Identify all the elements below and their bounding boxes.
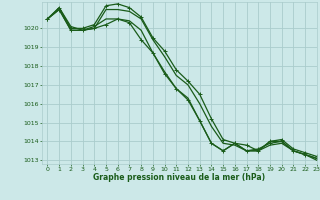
X-axis label: Graphe pression niveau de la mer (hPa): Graphe pression niveau de la mer (hPa) [93,173,265,182]
